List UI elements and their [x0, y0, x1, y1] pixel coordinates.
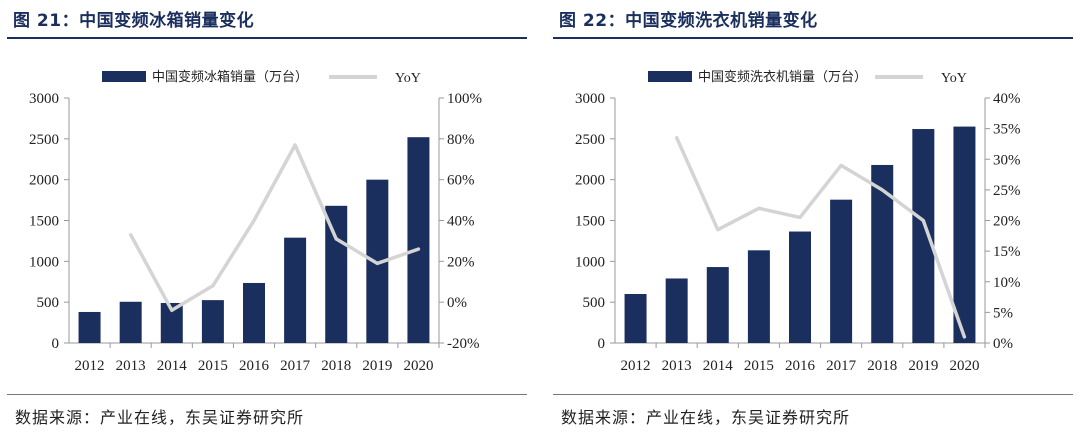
bar: [243, 282, 265, 343]
x-tick-label: 2018: [867, 358, 897, 374]
x-tick-label: 2012: [621, 358, 651, 374]
yoy-line: [128, 143, 421, 313]
y-tick-label: 3000: [29, 91, 59, 107]
x-tick-label: 2020: [949, 358, 979, 374]
source-divider: [7, 394, 527, 395]
combo-chart-washer: 中国变频洗衣机销量（万台） YoY 0 500 1000 1500 2000 2500 3000…: [575, 69, 1021, 374]
x-tick-label: 2017: [826, 358, 857, 374]
bar: [665, 278, 688, 343]
title-divider: [7, 37, 527, 39]
bar: [119, 301, 142, 343]
y2-tick-label: -20%: [447, 336, 480, 352]
legend-label-yoy: YoY: [395, 71, 421, 86]
y2-tick-label: 10%: [993, 275, 1021, 291]
y-tick-label: 1500: [29, 214, 59, 230]
y-tick-label: 0: [52, 336, 60, 352]
y-tick-label: 2500: [29, 132, 59, 148]
combo-chart-fridge: 中国变频冰箱销量（万台） YoY 0 500 1000 1500 2000 2500 3000 -…: [29, 69, 482, 374]
yoy-line: [674, 136, 967, 339]
bar: [366, 179, 389, 343]
y-tick-label: 2000: [29, 173, 59, 189]
legend-label-bars: 中国变频冰箱销量（万台）: [152, 69, 308, 85]
chart-panel-fridge: 图 21：中国变频冰箱销量变化 中国变频冰箱销量（万台） YoY 0 500 1000 1…: [7, 0, 527, 440]
y-tick-label: 500: [37, 295, 60, 311]
x-tick-label: 2018: [321, 358, 351, 374]
y-tick-label: 2500: [575, 132, 605, 148]
y-tick-label: 500: [583, 295, 606, 311]
source-divider: [553, 394, 1073, 395]
y-tick-label: 1500: [575, 214, 605, 230]
y2-tick-label: 40%: [993, 91, 1021, 107]
bar: [747, 250, 770, 343]
y2-tick-label: 35%: [993, 122, 1021, 138]
bar: [201, 300, 224, 343]
bar: [789, 231, 811, 343]
x-tick-label: 2020: [403, 358, 433, 374]
bar: [78, 311, 101, 343]
legend-swatch-bars: [102, 71, 146, 82]
figure-title: 图 21：中国变频冰箱销量变化: [13, 11, 255, 31]
source-note: 数据来源：产业在线，东吴证券研究所: [15, 408, 305, 427]
source-note: 数据来源：产业在线，东吴证券研究所: [561, 408, 851, 427]
title-divider: [553, 37, 1073, 39]
bar: [624, 294, 647, 343]
y2-tick-label: 40%: [447, 214, 475, 230]
y-tick-label: 2000: [575, 173, 605, 189]
x-tick-label: 2019: [908, 358, 938, 374]
x-tick-label: 2014: [703, 358, 734, 374]
x-tick-label: 2015: [198, 358, 228, 374]
y-tick-label: 1000: [575, 254, 605, 270]
figure-title: 图 22：中国变频洗衣机销量变化: [559, 11, 818, 31]
legend-label-yoy: YoY: [941, 71, 967, 86]
bar: [284, 237, 307, 343]
x-tick-label: 2013: [116, 358, 146, 374]
y2-tick-label: 0%: [993, 336, 1013, 352]
bar: [160, 302, 183, 343]
chart-panel-washer: 图 22：中国变频洗衣机销量变化 中国变频洗衣机销量（万台） YoY 0 500 100…: [553, 0, 1073, 440]
bar: [871, 164, 894, 343]
x-tick-label: 2012: [75, 358, 105, 374]
bar: [830, 199, 853, 343]
y-tick-label: 1000: [29, 254, 59, 270]
y2-tick-label: 0%: [447, 295, 467, 311]
legend-swatch-bars: [648, 71, 692, 82]
x-tick-label: 2015: [744, 358, 774, 374]
y2-tick-label: 100%: [447, 91, 482, 107]
y2-tick-label: 30%: [993, 152, 1021, 168]
y2-tick-label: 60%: [447, 173, 475, 189]
bar: [407, 137, 430, 343]
y-tick-label: 3000: [575, 91, 605, 107]
x-tick-label: 2017: [280, 358, 311, 374]
x-tick-label: 2013: [662, 358, 692, 374]
y-tick-label: 0: [598, 336, 606, 352]
bar: [912, 129, 935, 343]
y2-tick-label: 25%: [993, 183, 1021, 199]
bar: [953, 126, 976, 343]
y2-tick-label: 20%: [447, 254, 475, 270]
y2-tick-label: 15%: [993, 244, 1021, 260]
bar: [325, 205, 348, 343]
x-tick-label: 2016: [239, 358, 270, 374]
y2-tick-label: 20%: [993, 214, 1021, 230]
bar: [706, 267, 729, 343]
y2-tick-label: 5%: [993, 305, 1013, 321]
y2-tick-label: 80%: [447, 132, 475, 148]
x-tick-label: 2014: [157, 358, 188, 374]
x-tick-label: 2016: [785, 358, 816, 374]
legend-label-bars: 中国变频洗衣机销量（万台）: [698, 69, 867, 85]
x-tick-label: 2019: [362, 358, 392, 374]
